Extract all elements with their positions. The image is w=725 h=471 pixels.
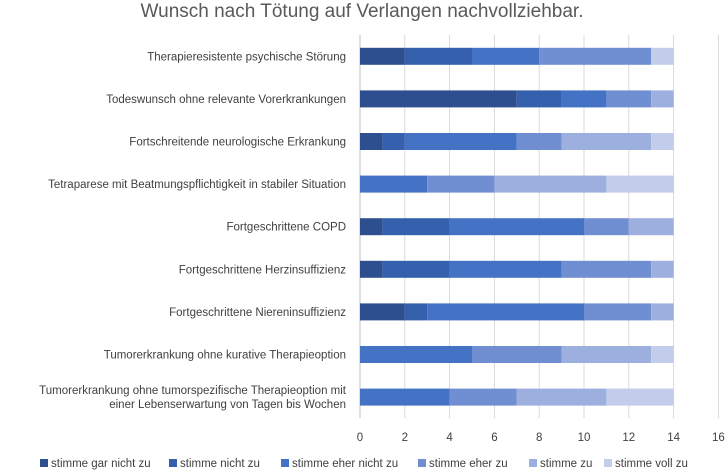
category-label: Fortgeschrittene Herzinsuffizienz <box>179 264 346 276</box>
legend-swatch <box>169 459 177 467</box>
bar-segment <box>360 346 472 363</box>
bar-segment <box>584 303 652 321</box>
bar-segment <box>472 47 540 65</box>
chart-title: Wunsch nach Tötung auf Verlangen nachvol… <box>141 1 584 22</box>
bar-segment <box>651 303 674 321</box>
x-tick-label: 0 <box>357 432 363 444</box>
x-tick-label: 8 <box>536 432 542 444</box>
bar-segment <box>360 260 383 278</box>
bar-segment <box>382 133 405 150</box>
bar-segment <box>516 388 607 406</box>
bar-segment <box>404 133 517 150</box>
bar-segment <box>360 47 405 65</box>
x-tick-label: 16 <box>712 432 725 444</box>
bar-segment <box>382 218 450 236</box>
bar-segment <box>449 260 562 278</box>
bar-segment <box>561 260 652 278</box>
bar-segment <box>427 303 584 321</box>
legend-label: stimme eher zu <box>429 458 508 470</box>
x-tick-label: 6 <box>491 432 497 444</box>
bar-segment <box>539 47 652 65</box>
bar-segment <box>561 90 607 108</box>
bar-segment <box>516 133 562 150</box>
bar-segment <box>606 90 652 108</box>
legend-swatch <box>604 459 612 467</box>
legend-label: stimme gar nicht zu <box>51 458 151 470</box>
bar-segment <box>584 218 629 236</box>
bar-segment <box>561 346 652 363</box>
bar-segment <box>651 47 674 65</box>
x-axis-ticks: 0 2 4 6 8 10 12 14 16 <box>357 432 725 444</box>
bar-segment <box>360 90 517 108</box>
category-label: Tumorerkrankung ohne kurative Therapieop… <box>104 350 346 362</box>
category-label: einer Lebenserwartung von Tagen bis Woch… <box>109 399 346 411</box>
bar-segment <box>360 388 450 406</box>
bar-segment <box>651 90 674 108</box>
bar-segment <box>628 218 674 236</box>
legend-label: stimme voll zu <box>615 458 688 470</box>
bar-segment <box>494 175 607 193</box>
bar-segment <box>449 388 517 406</box>
x-tick-label: 12 <box>622 432 635 444</box>
legend-swatch <box>418 459 426 467</box>
category-label: Fortschreitende neurologische Erkrankung <box>129 137 346 149</box>
category-label: Fortgeschrittene COPD <box>226 222 346 234</box>
bar-segment <box>516 90 562 108</box>
bar-segment <box>651 346 674 363</box>
bar-segment <box>382 260 450 278</box>
bars <box>360 47 674 406</box>
category-label: Tumorerkrankung ohne tumorspezifische Th… <box>39 385 347 397</box>
category-label: Fortgeschrittene Niereninsuffizienz <box>169 307 346 319</box>
bar-segment <box>427 175 495 193</box>
x-tick-label: 2 <box>402 432 408 444</box>
bar-segment <box>651 260 674 278</box>
category-label: Todeswunsch ohne relevante Vorerkrankung… <box>106 94 346 106</box>
legend-label: stimme eher nicht zu <box>292 458 398 470</box>
legend-swatch <box>281 459 289 467</box>
bar-segment <box>472 346 562 363</box>
category-labels: Therapieresistente psychische Störung Tod… <box>39 51 347 411</box>
x-tick-label: 4 <box>446 432 453 444</box>
bar-segment <box>404 303 428 321</box>
bar-segment <box>404 47 472 65</box>
x-tick-label: 14 <box>667 432 680 444</box>
legend-label: stimme nicht zu <box>180 458 260 470</box>
x-tick-label: 10 <box>578 432 591 444</box>
legend-swatch <box>40 459 48 467</box>
bar-segment <box>360 303 405 321</box>
legend-swatch <box>529 459 537 467</box>
bar-segment <box>606 175 674 193</box>
bar-segment <box>360 175 428 193</box>
bar-segment <box>360 218 383 236</box>
bar-segment <box>651 133 674 150</box>
category-label: Tetraparese mit Beatmungspflichtigkeit i… <box>48 179 346 191</box>
bar-segment <box>561 133 652 150</box>
legend-label: stimme zu <box>540 458 592 470</box>
legend: stimme gar nicht zu stimme nicht zu stimme… <box>40 458 688 470</box>
bar-segment <box>606 388 674 406</box>
bar-segment <box>449 218 584 236</box>
bar-segment <box>360 133 383 150</box>
category-label: Therapieresistente psychische Störung <box>147 51 346 63</box>
